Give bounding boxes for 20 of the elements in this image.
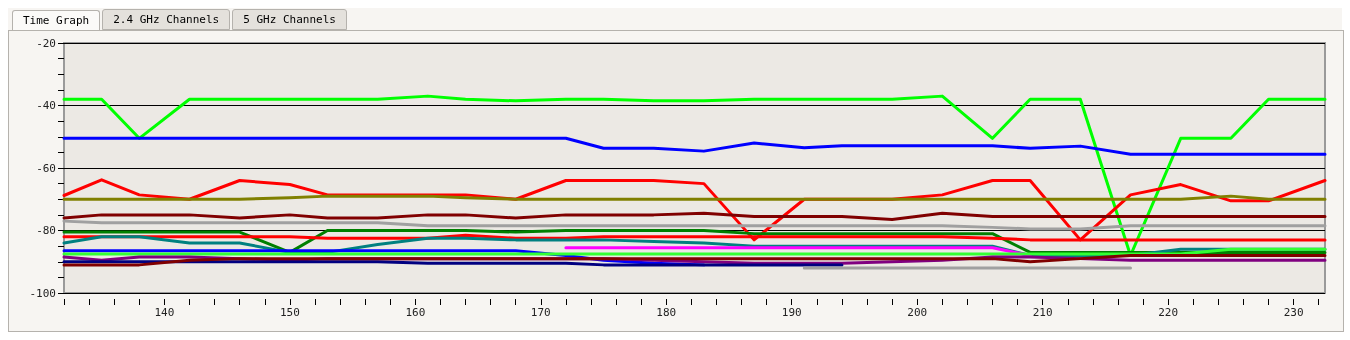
y-tick-label: -80 — [36, 224, 56, 237]
x-tick-label: 190 — [781, 306, 802, 319]
y-tick-label: -20 — [36, 36, 56, 50]
line-series — [62, 136, 1327, 156]
x-tick-label: 180 — [656, 306, 677, 319]
x-tick-label: 230 — [1283, 306, 1304, 319]
x-tick-label: 210 — [1032, 306, 1053, 319]
line-series — [62, 211, 1327, 222]
x-tick-label: 170 — [530, 306, 551, 319]
x-tick-label: 140 — [154, 306, 175, 319]
x-tick-label: 150 — [279, 306, 300, 319]
text: 2.4 GHz Channels — [102, 9, 231, 30]
x-tick-label: 220 — [1158, 306, 1179, 319]
y-tick-label: -100 — [29, 286, 56, 300]
text: 5 GHz Channels — [232, 9, 347, 30]
text: Time Graph — [12, 10, 101, 30]
x-tick-label: 160 — [405, 306, 426, 319]
y-tick-label: -60 — [36, 161, 56, 175]
y-tick-label: -40 — [36, 99, 56, 112]
x-tick-label: 200 — [907, 306, 928, 319]
